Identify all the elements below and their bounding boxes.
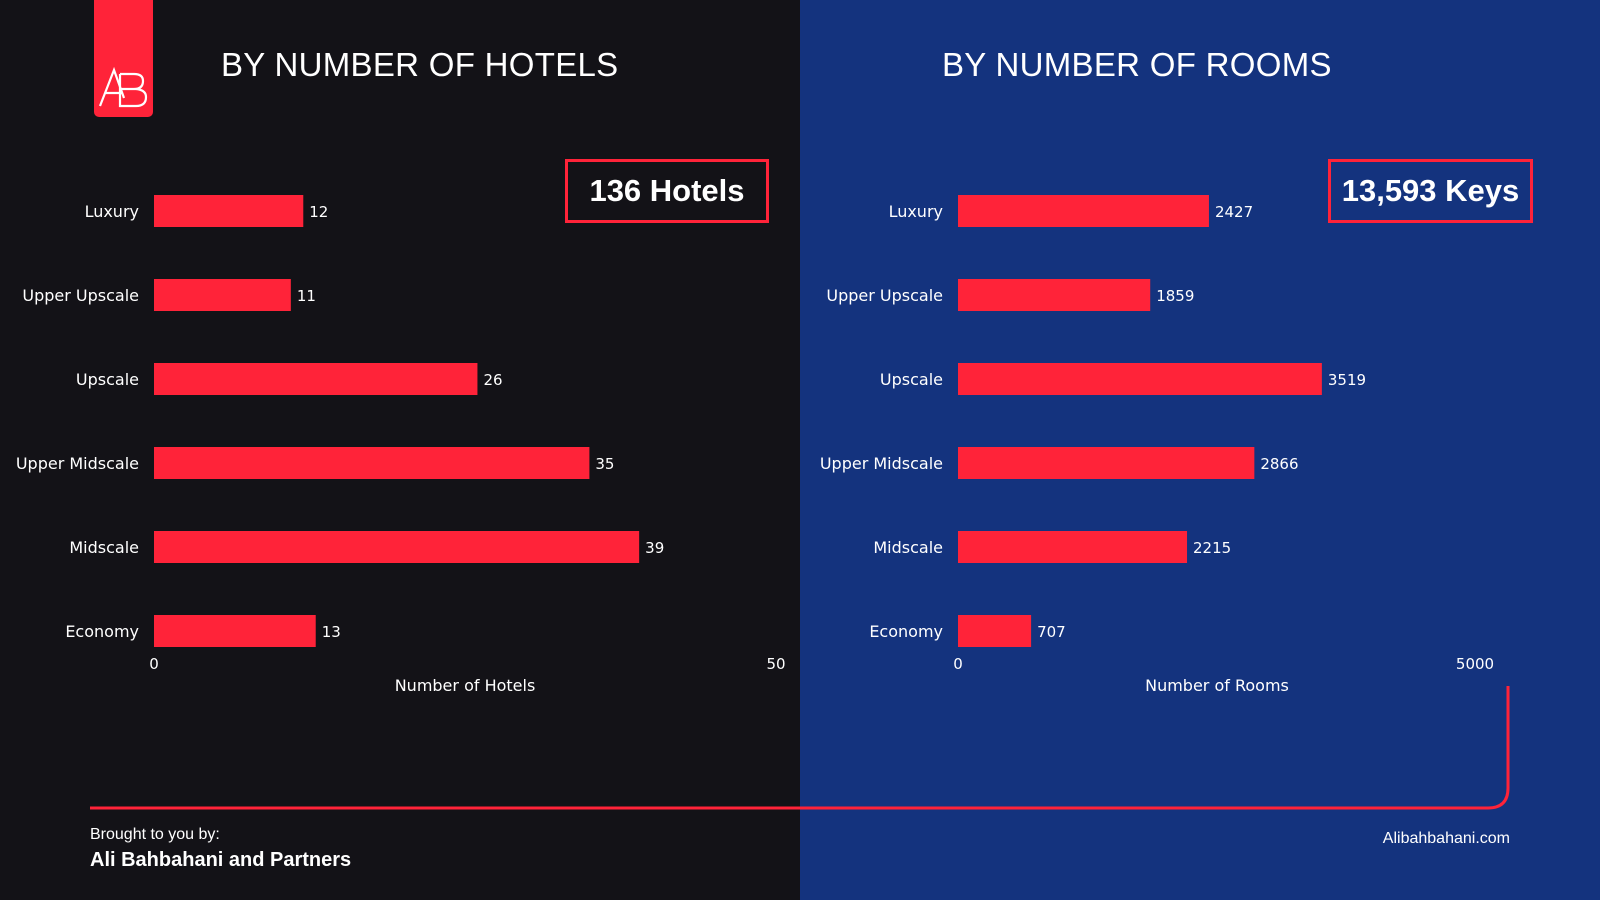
hotels-bar-chart: Luxury 12 Upper Upscale 11 Upscale 26 Upper Mi…	[16, 195, 786, 695]
hotels-category-label-upscale: Upscale	[76, 370, 139, 389]
hotels-value-label-upscale: 26	[483, 371, 502, 389]
hotels-axis-title: Number of Hotels	[395, 676, 536, 695]
rooms-axis-title: Number of Rooms	[1145, 676, 1289, 695]
rooms-bar-luxury	[958, 195, 1209, 227]
hotels-bar-midscale	[154, 531, 640, 563]
rooms-value-label-upper-midscale: 2866	[1260, 455, 1298, 473]
rooms-bar-upper-midscale	[958, 447, 1255, 479]
rooms-value-label-luxury: 2427	[1215, 203, 1253, 221]
hotels-bar-luxury	[154, 195, 304, 227]
rooms-tick-label-min: 0	[953, 655, 963, 673]
hotels-value-label-upper-midscale: 35	[595, 455, 614, 473]
total-keys-badge: 13,593 Keys	[1328, 159, 1533, 223]
rooms-category-label-upper-upscale: Upper Upscale	[826, 286, 943, 305]
rooms-bar-economy	[958, 615, 1032, 647]
rooms-value-label-midscale: 2215	[1193, 539, 1231, 557]
hotels-value-label-economy: 13	[322, 623, 341, 641]
rooms-value-label-upper-upscale: 1859	[1156, 287, 1194, 305]
total-hotels-badge: 136 Hotels	[565, 159, 769, 223]
rooms-category-label-upscale: Upscale	[880, 370, 943, 389]
rooms-category-label-economy: Economy	[869, 622, 943, 641]
rooms-tick-label-max: 5000	[1456, 655, 1494, 673]
hotels-bar-upscale	[154, 363, 478, 395]
hotels-category-label-economy: Economy	[65, 622, 139, 641]
company-name: Ali Bahbahani and Partners	[90, 849, 352, 871]
hotels-tick-label-max: 50	[766, 655, 785, 673]
hotels-category-label-midscale: Midscale	[69, 538, 139, 557]
hotels-category-label-luxury: Luxury	[85, 202, 139, 221]
hotels-tick-label-min: 0	[149, 655, 159, 673]
rooms-category-label-luxury: Luxury	[889, 202, 943, 221]
hotels-category-label-upper-upscale: Upper Upscale	[22, 286, 139, 305]
rooms-value-label-economy: 707	[1037, 623, 1066, 641]
hotels-bar-upper-midscale	[154, 447, 590, 479]
rooms-category-label-midscale: Midscale	[873, 538, 943, 557]
rooms-bar-upper-upscale	[958, 279, 1151, 311]
hotels-bar-economy	[154, 615, 316, 647]
website-link[interactable]: Alibahbahani.com	[1382, 830, 1510, 847]
hotels-value-label-luxury: 12	[309, 203, 328, 221]
hotels-chart-title: BY NUMBER OF HOTELS	[221, 46, 619, 83]
hotels-value-label-upper-upscale: 11	[297, 287, 316, 305]
hotels-value-label-midscale: 39	[645, 539, 664, 557]
rooms-bar-upscale	[958, 363, 1322, 395]
rooms-bar-chart: Luxury 2427 Upper Upscale 1859 Upscale 3519 Up…	[820, 195, 1494, 695]
hotels-category-label-upper-midscale: Upper Midscale	[16, 454, 139, 473]
brand-logo	[94, 0, 153, 117]
hotels-bar-upper-upscale	[154, 279, 291, 311]
rooms-chart-title: BY NUMBER OF ROOMS	[942, 46, 1332, 83]
brought-by-label: Brought to you by:	[90, 826, 220, 843]
rooms-value-label-upscale: 3519	[1328, 371, 1366, 389]
rooms-bar-midscale	[958, 531, 1188, 563]
rooms-category-label-upper-midscale: Upper Midscale	[820, 454, 943, 473]
